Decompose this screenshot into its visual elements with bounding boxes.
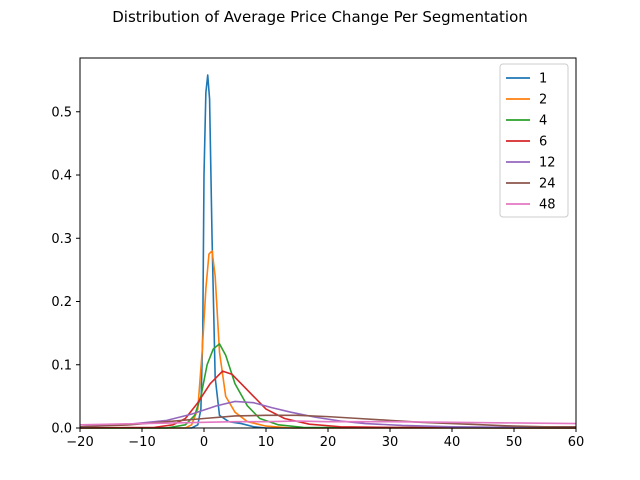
legend-label-24: 24: [539, 177, 556, 192]
plot-lines: [79, 74, 577, 429]
y-tick-label: 0.3: [51, 232, 72, 247]
y-tick-label: 0.0: [51, 422, 72, 437]
y-tick-label: 0.1: [51, 358, 72, 373]
x-tick-label: 40: [444, 435, 461, 450]
y-axis: 0.0 0.1 0.2 0.3 0.4 0.5: [51, 105, 80, 437]
legend-label-4: 4: [539, 114, 547, 129]
series-line-2: [80, 250, 576, 429]
x-tick-label: 30: [382, 435, 399, 450]
series-line-4: [80, 343, 577, 429]
legend-box: [499, 63, 569, 218]
y-tick-label: 0.2: [51, 295, 72, 310]
legend-label-12: 12: [539, 156, 556, 171]
x-tick-label: 60: [568, 435, 585, 450]
series-line-6: [79, 370, 577, 429]
y-tick-label: 0.5: [51, 105, 72, 120]
legend-label-6: 6: [539, 135, 547, 150]
legend-label-1: 1: [539, 72, 547, 87]
x-tick-label: 0: [200, 435, 208, 450]
x-tick-label: 20: [320, 435, 337, 450]
legend-label-2: 2: [539, 93, 547, 108]
x-tick-label: −20: [66, 435, 93, 450]
series-line-12: [79, 400, 576, 429]
series-line-48: [79, 420, 577, 426]
legend-label-48: 48: [539, 198, 556, 213]
series-line-1: [80, 74, 576, 429]
series-line-24: [79, 414, 576, 428]
x-tick-label: 10: [258, 435, 275, 450]
chart-title: Distribution of Average Price Change Per…: [112, 8, 528, 26]
x-tick-label: −10: [128, 435, 155, 450]
x-axis: −20 −10 0 10 20 30 40 50 60: [66, 428, 584, 450]
y-tick-label: 0.4: [51, 169, 72, 184]
x-tick-label: 50: [506, 435, 523, 450]
